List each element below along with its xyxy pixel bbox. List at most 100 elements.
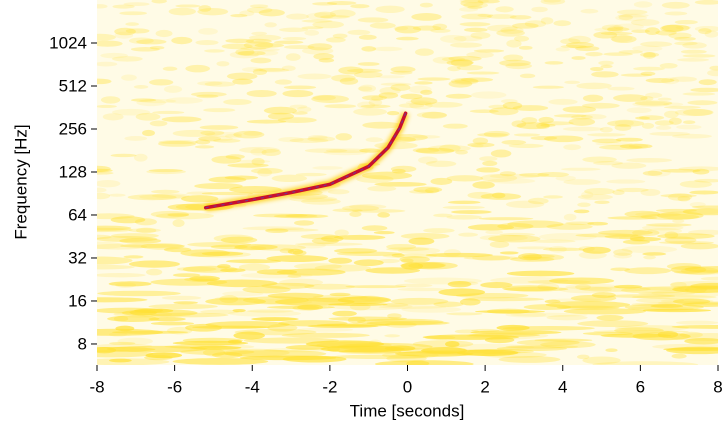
noise-blob xyxy=(682,92,716,96)
noise-blob xyxy=(390,83,411,92)
noise-blob xyxy=(413,186,443,193)
noise-blob xyxy=(617,13,649,18)
noise-blob xyxy=(339,77,359,85)
noise-blob xyxy=(459,22,491,27)
noise-blob xyxy=(661,24,690,32)
noise-blob xyxy=(709,65,718,71)
noise-blob xyxy=(672,133,712,139)
noise-blob xyxy=(600,64,613,69)
noise-blob xyxy=(411,13,442,21)
y-tick-label: 1024 xyxy=(49,33,87,52)
noise-blob xyxy=(278,320,348,327)
noise-blob xyxy=(425,160,457,167)
noise-blob xyxy=(373,230,395,235)
noise-blob xyxy=(616,187,649,193)
noise-blob xyxy=(490,149,512,158)
noise-blob xyxy=(563,213,577,221)
noise-blob xyxy=(97,350,154,358)
noise-blob xyxy=(628,144,649,149)
noise-blob xyxy=(97,290,181,297)
noise-blob xyxy=(639,115,665,121)
noise-blob xyxy=(510,312,588,317)
noise-blob xyxy=(281,332,370,338)
noise-blob xyxy=(401,262,424,270)
noise-blob xyxy=(249,4,269,8)
noise-blob xyxy=(409,101,433,110)
noise-blob xyxy=(442,205,485,210)
noise-blob xyxy=(500,99,518,104)
noise-blob xyxy=(458,7,479,12)
noise-blob xyxy=(140,243,185,250)
noise-blob xyxy=(204,81,236,87)
noise-blob xyxy=(184,277,218,282)
noise-blob xyxy=(471,91,507,99)
noise-blob xyxy=(618,50,644,54)
noise-blob xyxy=(286,13,309,20)
noise-blob xyxy=(139,194,187,200)
noise-blob xyxy=(172,219,185,227)
noise-blob xyxy=(599,126,613,133)
noise-blob xyxy=(556,305,620,310)
noise-blob xyxy=(640,96,654,102)
noise-blob xyxy=(668,117,682,125)
noise-blob xyxy=(297,304,324,311)
noise-blob xyxy=(694,178,718,183)
noise-blob xyxy=(336,251,403,257)
noise-blob xyxy=(558,286,612,294)
noise-blob xyxy=(610,34,633,43)
noise-blob xyxy=(488,234,541,243)
noise-blob xyxy=(614,119,634,127)
noise-blob xyxy=(111,108,151,116)
noise-blob xyxy=(227,310,302,317)
noise-blob xyxy=(694,25,718,32)
noise-blob xyxy=(374,142,418,150)
noise-blob xyxy=(568,117,596,126)
noise-blob xyxy=(600,31,633,36)
noise-blob xyxy=(447,66,461,72)
noise-blob xyxy=(97,346,156,352)
noise-blob xyxy=(629,234,645,242)
noise-blob xyxy=(501,139,527,145)
noise-blob xyxy=(542,247,585,252)
noise-blob xyxy=(267,112,295,120)
noise-blob xyxy=(239,146,280,154)
noise-blob xyxy=(700,276,718,281)
noise-blob xyxy=(675,320,718,325)
noise-blob xyxy=(348,204,387,210)
noise-blob xyxy=(432,23,448,31)
noise-blob xyxy=(611,35,637,43)
noise-blob xyxy=(302,47,334,55)
noise-blob xyxy=(297,242,326,249)
noise-blob xyxy=(577,202,591,208)
noise-blob xyxy=(312,20,344,29)
noise-blob xyxy=(477,132,509,137)
noise-blob xyxy=(483,130,510,138)
noise-blob xyxy=(446,175,484,182)
noise-blob xyxy=(333,248,378,254)
noise-blob xyxy=(459,298,481,306)
noise-blob xyxy=(212,352,243,359)
noise-blob xyxy=(326,1,357,6)
noise-blob xyxy=(409,189,434,194)
noise-blob xyxy=(242,285,291,294)
noise-blob xyxy=(503,286,569,292)
noise-blob xyxy=(472,181,495,189)
noise-blob xyxy=(286,248,302,252)
noise-blob xyxy=(171,36,193,45)
noise-blob xyxy=(285,214,318,218)
noise-blob xyxy=(357,101,376,109)
noise-blob xyxy=(678,166,718,172)
noise-blob xyxy=(282,37,307,41)
noise-blob xyxy=(642,308,712,313)
noise-blob xyxy=(161,295,202,301)
noise-blob xyxy=(467,224,515,231)
noise-blob xyxy=(446,215,482,220)
noise-blob xyxy=(304,283,355,290)
noise-blob xyxy=(158,140,197,147)
noise-blob xyxy=(430,177,453,185)
noise-blob xyxy=(565,42,595,49)
noise-blob xyxy=(661,1,690,9)
noise-blob xyxy=(537,172,570,178)
noise-blob xyxy=(645,223,692,227)
noise-blob xyxy=(440,34,467,43)
